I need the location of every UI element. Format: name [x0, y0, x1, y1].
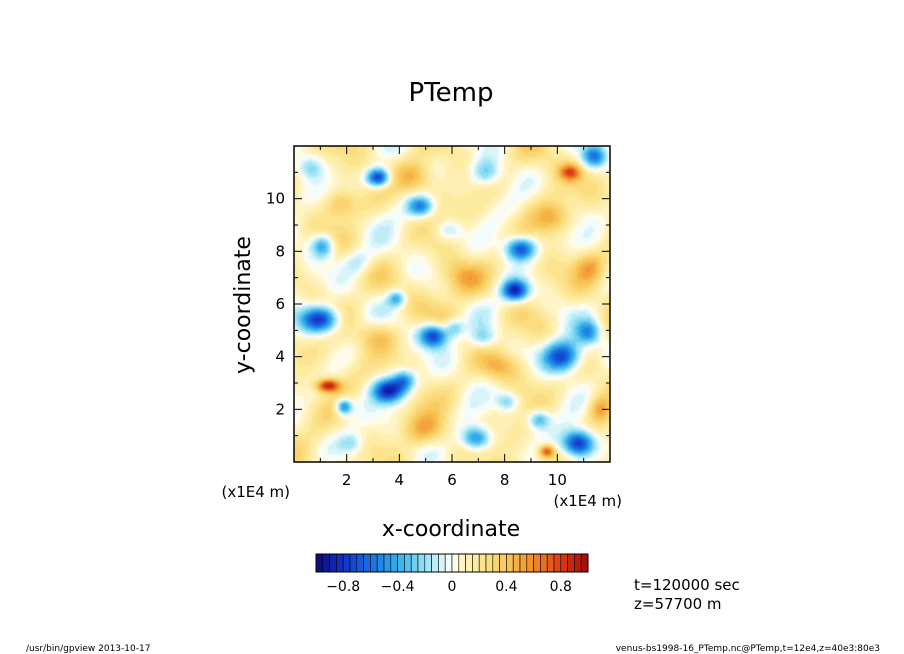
colorbar-cell: [431, 553, 439, 573]
y-tick-label: 2: [275, 400, 285, 418]
chart-title: PTemp: [409, 78, 494, 108]
x-tick-label: 4: [395, 471, 405, 489]
colorbar-cells: [315, 553, 589, 573]
x-tick-label: 6: [447, 471, 457, 489]
footer-program: /usr/bin/gpview 2013-10-17: [26, 644, 150, 654]
colorbar-cell: [580, 553, 589, 573]
colorbar-cell: [329, 553, 337, 573]
heatmap-field: [294, 146, 610, 462]
colorbar-cell: [574, 553, 582, 573]
colorbar-ticks: −0.8 −0.4 0 0.4 0.8: [326, 579, 572, 595]
x-axis-unit: (x1E4 m): [553, 492, 622, 510]
colorbar-tick-label: −0.8: [326, 579, 360, 595]
colorbar-cell: [526, 553, 534, 573]
colorbar-tick-label: 0.8: [550, 579, 572, 595]
colorbar: −0.8 −0.4 0 0.4 0.8: [315, 553, 589, 595]
y-axis-ticks: 2 4 6 8 10: [266, 171, 610, 437]
colorbar-cell: [438, 553, 446, 573]
colorbar-cell: [404, 553, 412, 573]
colorbar-cell: [390, 553, 398, 573]
colorbar-cell: [363, 553, 371, 573]
colorbar-cell: [315, 553, 324, 573]
y-axis-unit: (x1E4 m): [221, 483, 290, 501]
colorbar-tick-label: 0.4: [495, 579, 517, 595]
colorbar-cell: [506, 553, 514, 573]
colorbar-cell: [444, 553, 453, 573]
colorbar-cell: [349, 553, 358, 573]
colorbar-tick-label: 0: [448, 579, 457, 595]
colorbar-cell: [546, 553, 555, 573]
plot-area: 2 4 6 8 10 2 4 6 8 10: [266, 145, 611, 489]
colorbar-cell: [417, 553, 426, 573]
colorbar-cell: [410, 553, 419, 573]
time-annotation: t=120000 sec: [634, 576, 740, 594]
x-tick-label: 8: [500, 471, 510, 489]
colorbar-cell: [322, 553, 330, 573]
x-tick-label: 2: [342, 471, 352, 489]
height-annotation: z=57700 m: [634, 595, 722, 613]
colorbar-cell: [519, 553, 528, 573]
colorbar-tick-label: −0.4: [381, 579, 415, 595]
colorbar-cell: [336, 553, 344, 573]
colorbar-cell: [424, 553, 432, 573]
colorbar-cell: [553, 553, 562, 573]
colorbar-cell: [465, 553, 473, 573]
footer-source: venus-bs1998-16_PTemp.nc@PTemp,t=12e4,z=…: [616, 644, 880, 654]
colorbar-cell: [560, 553, 568, 573]
colorbar-cell: [533, 553, 541, 573]
y-tick-label: 8: [275, 242, 285, 260]
colorbar-frame: [315, 553, 589, 573]
colorbar-cell: [451, 553, 460, 573]
x-axis-ticks: 2 4 6 8 10: [319, 146, 585, 489]
colorbar-cell: [512, 553, 521, 573]
colorbar-cell: [383, 553, 392, 573]
colorbar-cell: [499, 553, 507, 573]
colorbar-cell: [397, 553, 405, 573]
y-tick-label: 6: [275, 295, 285, 313]
x-tick-label: 10: [548, 471, 567, 489]
y-tick-label: 10: [266, 190, 285, 208]
colorbar-cell: [370, 553, 378, 573]
colorbar-cell: [492, 553, 500, 573]
colorbar-cell: [540, 553, 548, 573]
colorbar-cell: [567, 553, 575, 573]
y-axis-label: y-coordinate: [231, 236, 256, 374]
colorbar-cell: [342, 553, 351, 573]
colorbar-cell: [478, 553, 487, 573]
colorbar-cell: [485, 553, 494, 573]
colorbar-cell: [472, 553, 480, 573]
y-tick-label: 4: [275, 348, 285, 366]
x-axis-label: x-coordinate: [382, 517, 520, 542]
colorbar-cell: [376, 553, 385, 573]
colorbar-cell: [356, 553, 364, 573]
colorbar-cell: [458, 553, 466, 573]
